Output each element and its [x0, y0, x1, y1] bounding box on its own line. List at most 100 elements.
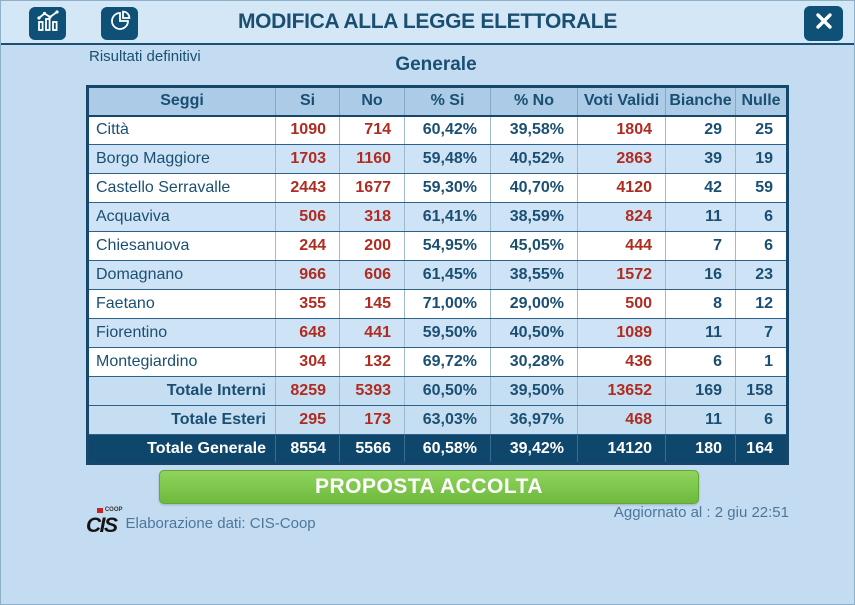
cell-pct-si: 71,00%: [404, 289, 491, 319]
table-row-totale-esteri: Totale Esteri 295 173 63,03% 36,97% 468 11 6: [87, 405, 788, 435]
header-pct-si: % Si: [404, 86, 491, 117]
cell-si: 355: [275, 289, 340, 319]
cell-voti-validi: 2863: [577, 144, 666, 174]
cell-voti-validi: 1089: [577, 318, 666, 348]
cell-no: 1160: [339, 144, 405, 174]
cell-bianche: 16: [665, 260, 736, 290]
data-credit-text: Elaborazione dati: CIS-Coop: [125, 515, 316, 532]
cell-si: 506: [275, 202, 340, 232]
cell-voti-validi: 1804: [577, 115, 666, 145]
cell-pct-si: 60,58%: [404, 434, 491, 464]
cell-seggio: Fiorentino: [87, 318, 276, 348]
cell-seggio: Totale Generale: [87, 434, 276, 464]
cell-si: 304: [275, 347, 340, 377]
close-button[interactable]: [804, 6, 843, 41]
cell-pct-si: 59,48%: [404, 144, 491, 174]
cell-pct-no: 38,59%: [490, 202, 578, 232]
cell-no: 5393: [339, 376, 405, 406]
header-bianche: Bianche: [665, 86, 736, 117]
cell-nulle: 6: [735, 405, 788, 435]
cell-bianche: 39: [665, 144, 736, 174]
cell-pct-si: 60,50%: [404, 376, 491, 406]
cell-seggio: Faetano: [87, 289, 276, 319]
cell-nulle: 6: [735, 202, 788, 232]
cell-seggio: Città: [87, 115, 276, 145]
cell-nulle: 19: [735, 144, 788, 174]
cell-pct-si: 59,30%: [404, 173, 491, 203]
cell-pct-si: 69,72%: [404, 347, 491, 377]
cell-no: 200: [339, 231, 405, 261]
cell-voti-validi: 4120: [577, 173, 666, 203]
cell-bianche: 11: [665, 405, 736, 435]
cell-bianche: 42: [665, 173, 736, 203]
table-row: Borgo Maggiore 1703 1160 59,48% 40,52% 2863 39…: [87, 144, 788, 174]
table-row: Acquaviva 506 318 61,41% 38,59% 824 11 6: [87, 202, 788, 232]
bar-chart-view-button[interactable]: [29, 7, 66, 40]
cell-bianche: 169: [665, 376, 736, 406]
cell-pct-no: 45,05%: [490, 231, 578, 261]
table-row: Castello Serravalle 2443 1677 59,30% 40,70% 4…: [87, 173, 788, 203]
status-text: Risultati definitivi: [89, 48, 201, 65]
pie-chart-view-button[interactable]: [101, 7, 138, 40]
cell-bianche: 6: [665, 347, 736, 377]
cell-pct-no: 40,52%: [490, 144, 578, 174]
cell-si: 1703: [275, 144, 340, 174]
footer-credit-block: CIS COOP Elaborazione dati: CIS-Coop: [86, 507, 316, 537]
cis-logo-red-square: [96, 508, 103, 513]
cell-bianche: 11: [665, 202, 736, 232]
cell-pct-no: 29,00%: [490, 289, 578, 319]
cell-pct-no: 30,28%: [490, 347, 578, 377]
cis-logo-text: CIS: [86, 514, 118, 537]
cell-bianche: 7: [665, 231, 736, 261]
window-title: MODIFICA ALLA LEGGE ELETTORALE: [237, 10, 618, 33]
header-no: No: [339, 86, 405, 117]
cell-si: 648: [275, 318, 340, 348]
cell-pct-si: 61,41%: [404, 202, 491, 232]
cell-voti-validi: 500: [577, 289, 666, 319]
cell-no: 441: [339, 318, 405, 348]
cell-si: 2443: [275, 173, 340, 203]
section-title: Generale: [395, 54, 477, 75]
cell-bianche: 29: [665, 115, 736, 145]
cell-seggio: Totale Esteri: [87, 405, 276, 435]
close-icon: [814, 11, 834, 36]
cell-pct-si: 54,95%: [404, 231, 491, 261]
cell-nulle: 6: [735, 231, 788, 261]
cell-voti-validi: 436: [577, 347, 666, 377]
header-seggi: Seggi: [87, 86, 276, 117]
cis-logo-coop-text: COOP: [104, 507, 123, 513]
cell-voti-validi: 1572: [577, 260, 666, 290]
header-row: Seggi Si No % Si % No Voti Validi Bianch…: [87, 86, 788, 117]
cell-pct-no: 38,55%: [490, 260, 578, 290]
cell-bianche: 180: [665, 434, 736, 464]
cell-si: 966: [275, 260, 340, 290]
title-bar: MODIFICA ALLA LEGGE ELETTORALE: [1, 1, 854, 45]
cell-no: 318: [339, 202, 405, 232]
table-row-totale-generale: Totale Generale 8554 5566 60,58% 39,42% 14120…: [87, 434, 788, 464]
table-row-totale-interni: Totale Interni 8259 5393 60,50% 39,50% 13652 1…: [87, 376, 788, 406]
cell-no: 173: [339, 405, 405, 435]
cell-no: 145: [339, 289, 405, 319]
cell-nulle: 23: [735, 260, 788, 290]
cell-si: 295: [275, 405, 340, 435]
table-row: Faetano 355 145 71,00% 29,00% 500 8 12: [87, 289, 788, 319]
cell-si: 1090: [275, 115, 340, 145]
cell-no: 714: [339, 115, 405, 145]
cell-no: 606: [339, 260, 405, 290]
cell-seggio: Borgo Maggiore: [87, 144, 276, 174]
cell-si: 8554: [275, 434, 340, 464]
cell-no: 5566: [339, 434, 405, 464]
cell-voti-validi: 14120: [577, 434, 666, 464]
cell-pct-si: 60,42%: [404, 115, 491, 145]
cell-voti-validi: 444: [577, 231, 666, 261]
bar-chart-icon: [36, 10, 60, 37]
last-updated-text: Aggiornato al : 2 giu 22:51: [613, 504, 789, 521]
cell-nulle: 25: [735, 115, 788, 145]
table-body: Città 1090 714 60,42% 39,58% 1804 29 25 Borgo Ma…: [87, 115, 788, 464]
cell-voti-validi: 468: [577, 405, 666, 435]
header-nulle: Nulle: [735, 86, 788, 117]
cell-pct-si: 61,45%: [404, 260, 491, 290]
cell-pct-no: 39,58%: [490, 115, 578, 145]
cell-pct-si: 59,50%: [404, 318, 491, 348]
cell-seggio: Castello Serravalle: [87, 173, 276, 203]
